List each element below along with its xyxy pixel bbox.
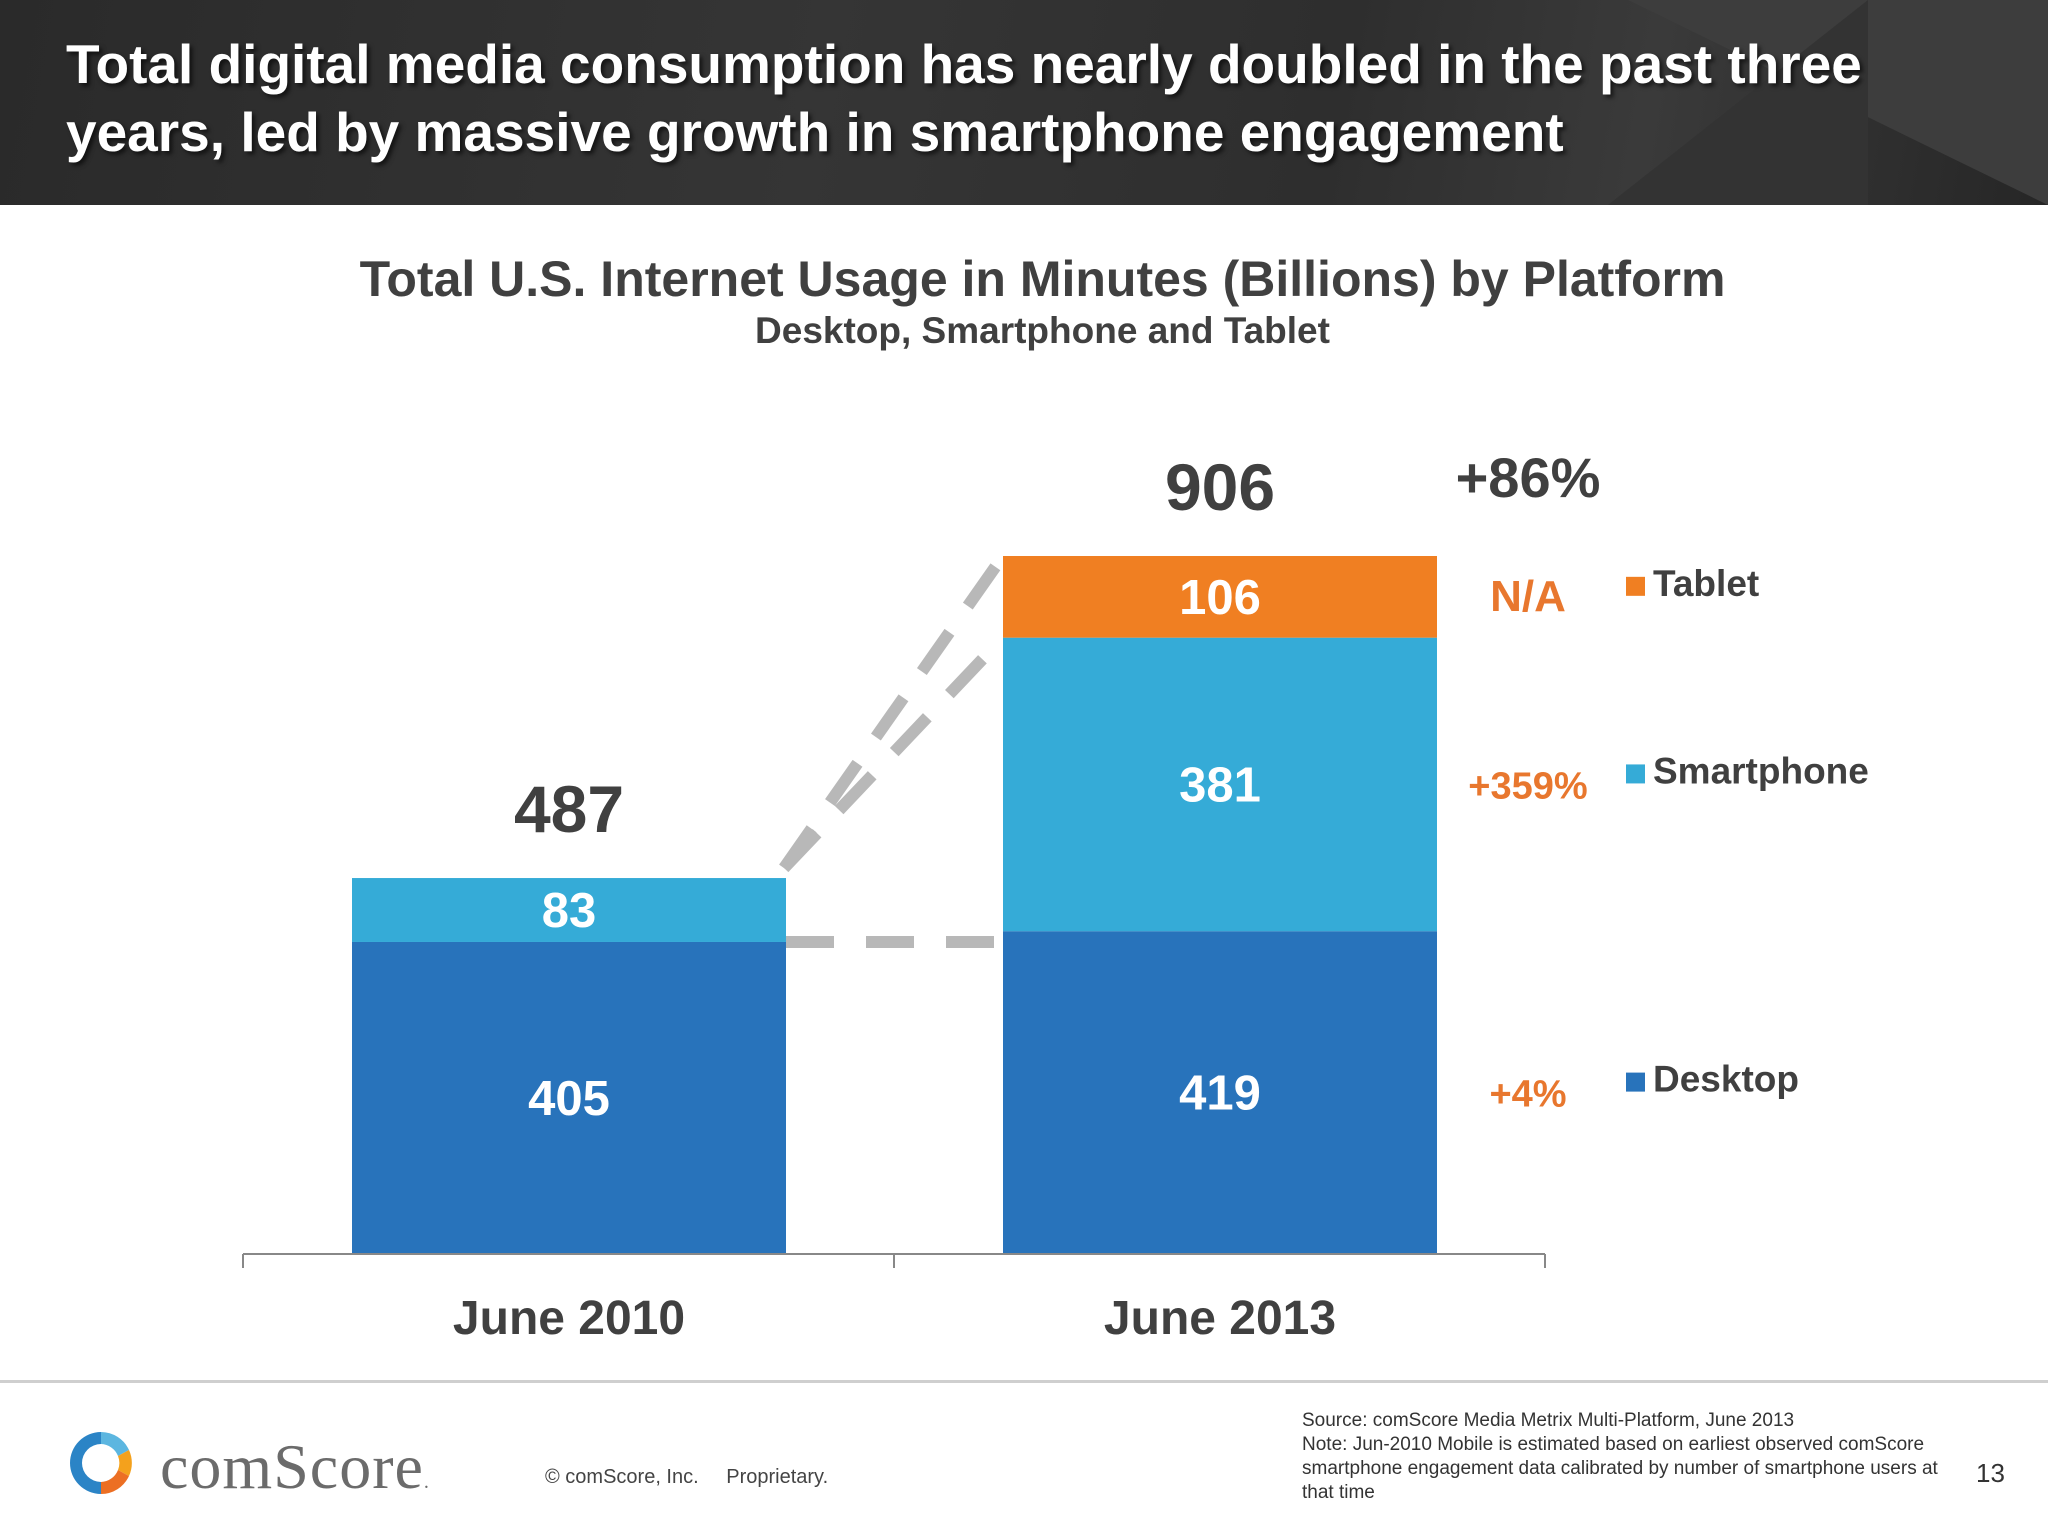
legend-label: Smartphone: [1653, 750, 1869, 791]
brand-name: comScore: [160, 1431, 424, 1502]
connector-line: [779, 633, 1008, 873]
legend-label: Desktop: [1653, 1059, 1799, 1100]
data-label: 381: [1179, 758, 1261, 812]
copyright: © comScore, Inc. Proprietary.: [545, 1466, 850, 1489]
page-number: 13: [1976, 1458, 2005, 1488]
data-label: 405: [528, 1072, 610, 1126]
footer-divider: [0, 1380, 2048, 1383]
total-label: 906: [1165, 450, 1275, 524]
source-line: smartphone engagement data calibrated by…: [1302, 1458, 1938, 1479]
data-label: 83: [542, 884, 597, 938]
brand-wordmark: comScore.: [160, 1430, 430, 1504]
bar-segment-smartphone: [352, 878, 786, 942]
bar-segment-smartphone: [1003, 637, 1437, 932]
registered-mark: .: [423, 1471, 430, 1493]
stacked-bar-chart: 405 83 487 June 2010 419 381 106 906 June 2013 +8…: [242, 446, 1869, 1345]
bar-segment-desktop: [352, 941, 786, 1254]
title-banner: Total digital media consumption has near…: [0, 0, 2048, 205]
comscore-logo-icon: [70, 1432, 132, 1494]
source-note: Source: comScore Media Metrix Multi-Plat…: [1302, 1409, 1982, 1505]
proprietary-text: Proprietary.: [726, 1466, 829, 1488]
bar-segment-tablet: [1003, 556, 1437, 638]
legend-label: Tablet: [1653, 563, 1759, 604]
total-label: 487: [514, 772, 624, 846]
category-tick-label: June 2010: [453, 1292, 685, 1345]
category-tick-label: June 2013: [1104, 1292, 1336, 1345]
copyright-text: © comScore, Inc.: [545, 1466, 699, 1488]
chart-subtitle: Desktop, Smartphone and Tablet: [755, 310, 1330, 351]
data-label: 106: [1179, 571, 1261, 625]
growth-label: +4%: [1489, 1074, 1566, 1116]
bar-segment-desktop: [1003, 931, 1437, 1254]
connector-line: [779, 552, 1008, 872]
banner-facet: [1608, 0, 1868, 205]
source-line: Note: Jun-2010 Mobile is estimated based…: [1302, 1434, 1925, 1455]
legend-swatch: [1626, 576, 1645, 596]
chart-title: Total U.S. Internet Usage in Minutes (Bi…: [359, 251, 1726, 307]
total-growth-label: +86%: [1456, 446, 1601, 509]
source-line: that time: [1302, 1482, 1375, 1503]
data-label: 419: [1179, 1067, 1261, 1121]
growth-label: N/A: [1490, 572, 1566, 621]
headline: Total digital media consumption has near…: [66, 33, 1862, 163]
legend-swatch: [1626, 764, 1645, 784]
source-line: Source: comScore Media Metrix Multi-Plat…: [1302, 1410, 1795, 1431]
growth-label: +359%: [1468, 765, 1587, 807]
legend-swatch: [1626, 1072, 1645, 1092]
